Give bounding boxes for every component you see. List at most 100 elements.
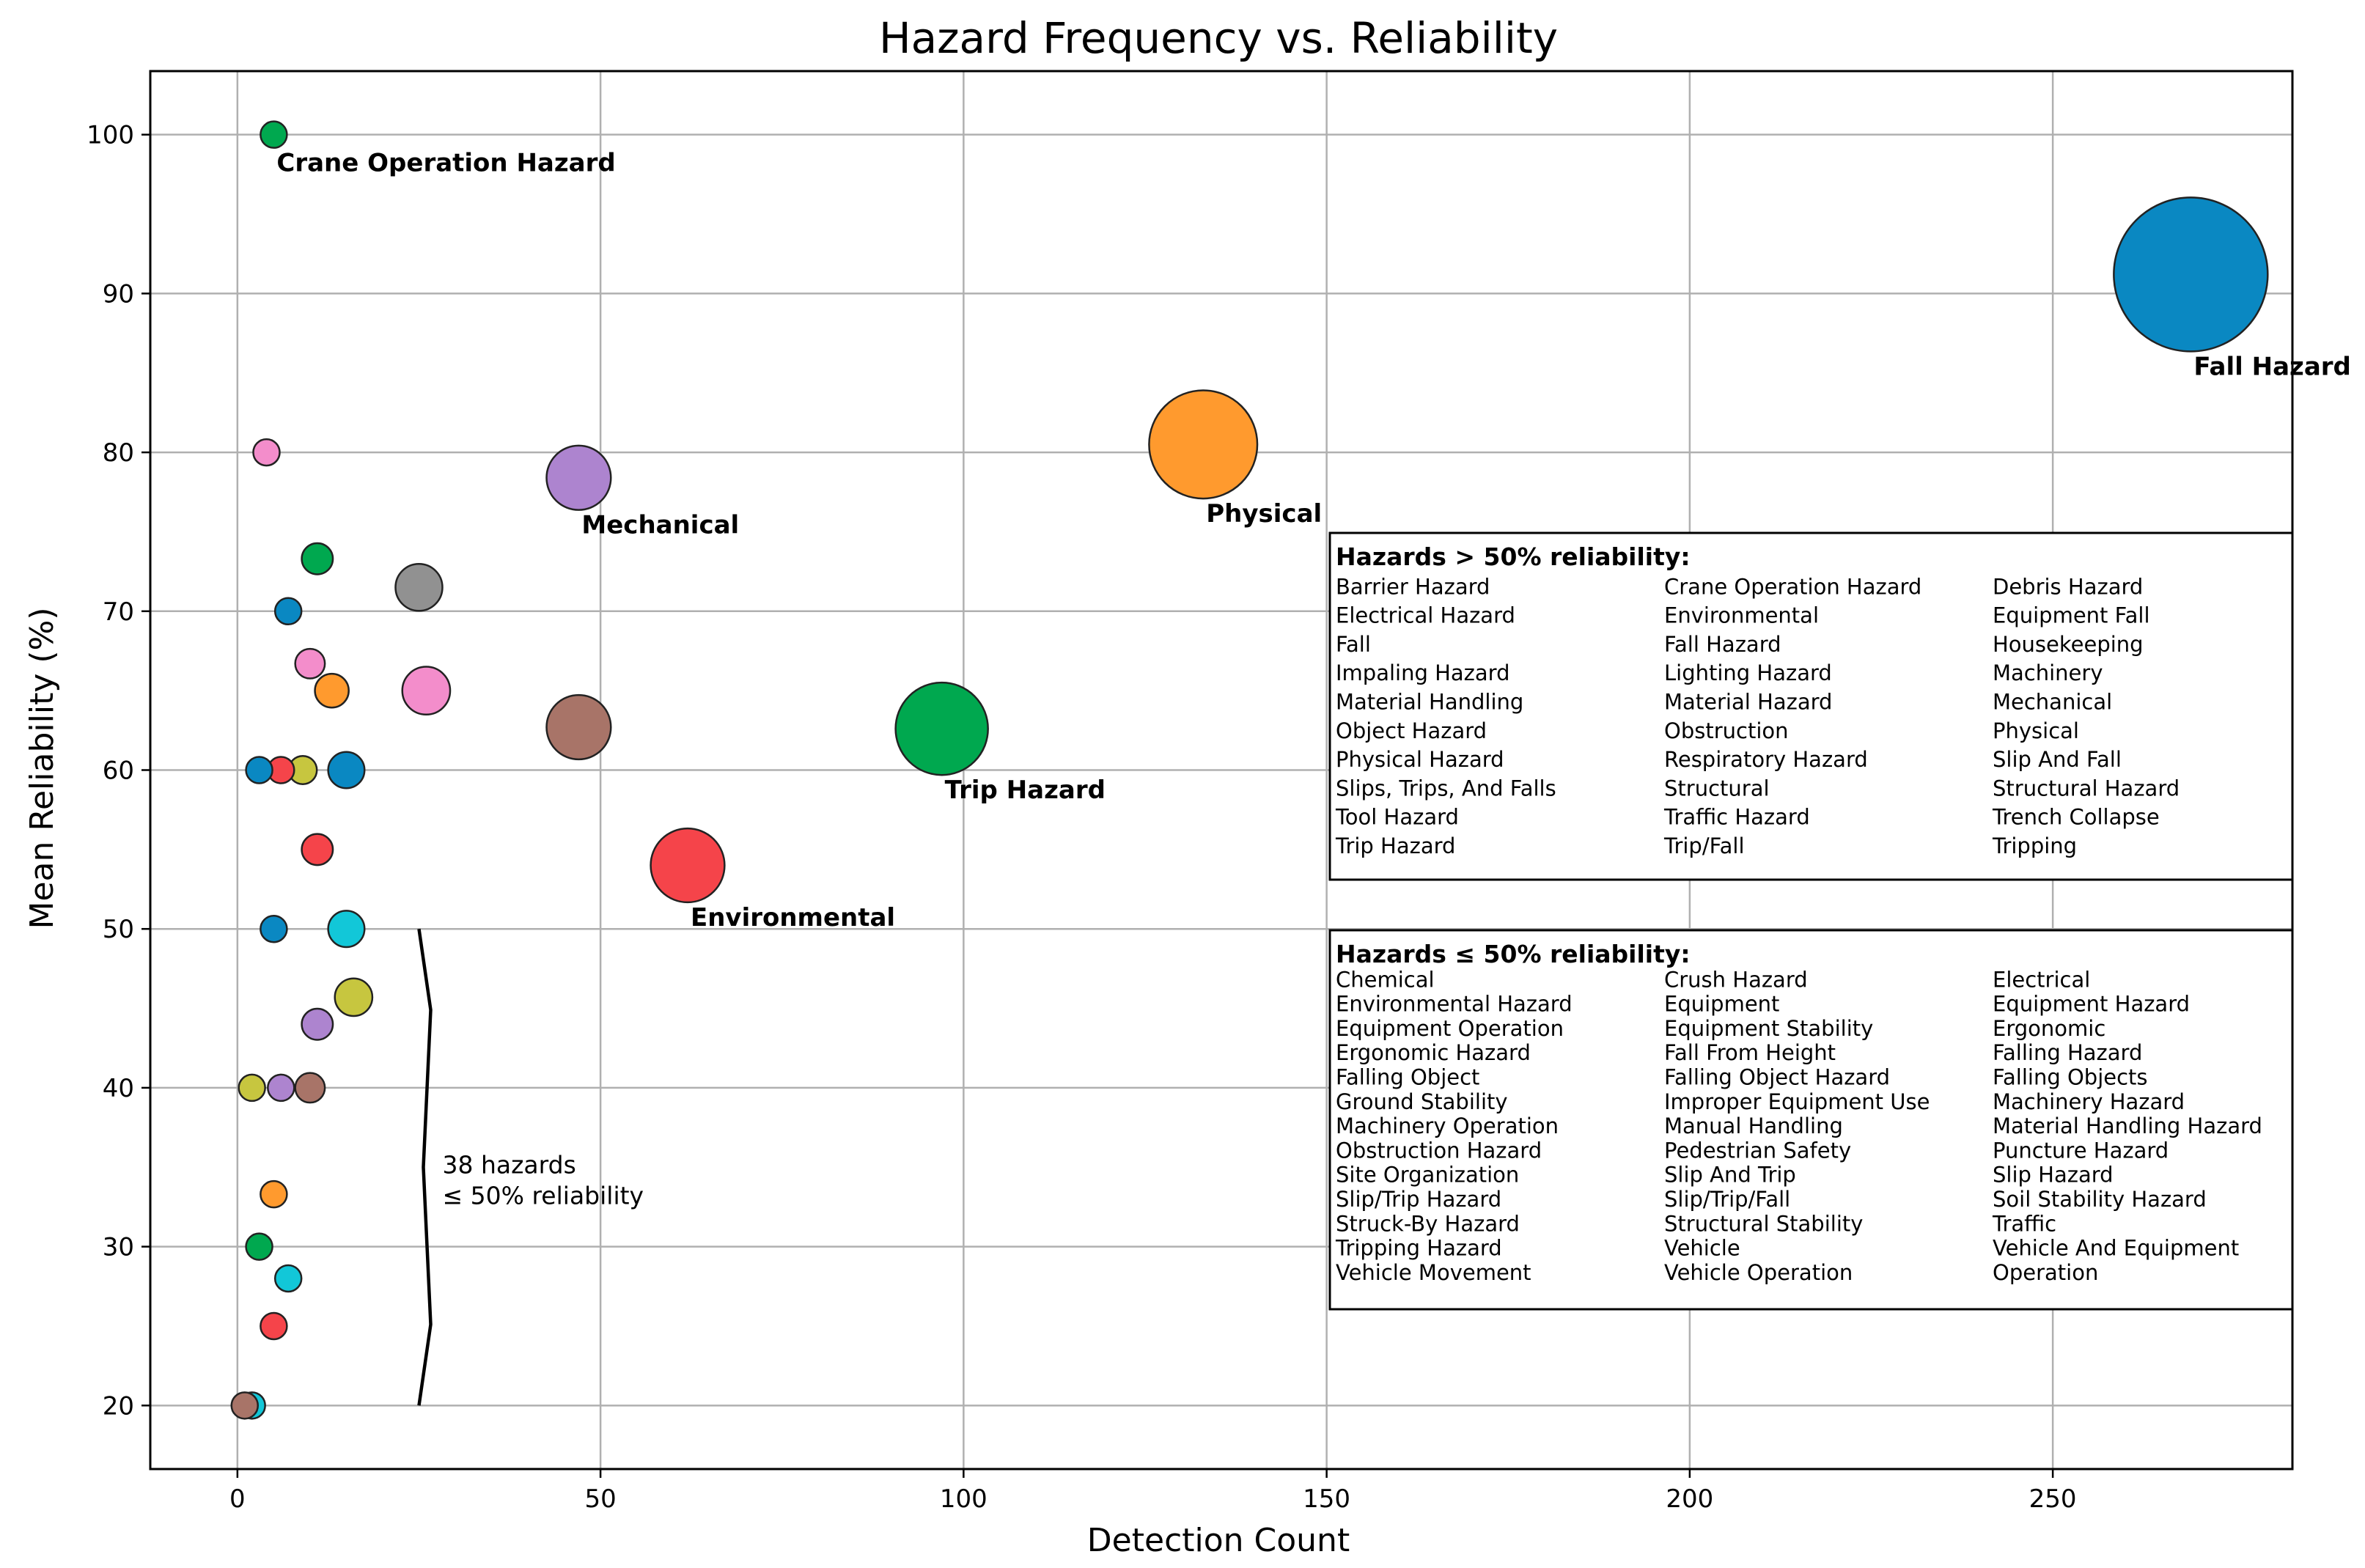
legend-item: Slip And Trip (1664, 1163, 1796, 1188)
legend-item: Puncture Hazard (1993, 1138, 2169, 1163)
y-tick-label: 50 (103, 915, 134, 944)
data-point (545, 444, 612, 511)
data-point (401, 666, 452, 716)
legend-item: Machinery Operation (1336, 1114, 1559, 1138)
legend-item: Vehicle (1664, 1236, 1740, 1261)
legend-item: Structural Hazard (1993, 776, 2180, 800)
legend-item: Equipment Fall (1993, 603, 2150, 628)
legend-item: Housekeeping (1993, 632, 2144, 657)
legend-item: Slip And Fall (1993, 747, 2122, 772)
data-point (301, 833, 334, 866)
data-point (273, 1264, 303, 1293)
x-tick-label: 150 (1303, 1484, 1350, 1514)
y-tick-label: 20 (103, 1391, 134, 1421)
y-tick-label: 40 (103, 1074, 134, 1103)
legend-item: Falling Object (1336, 1065, 1479, 1090)
data-point (301, 1007, 334, 1041)
brace-label: 38 hazards (442, 1150, 575, 1179)
x-tick-label: 200 (1666, 1484, 1713, 1514)
data-point (245, 1232, 273, 1261)
high_box-box-title: Hazards > 50% reliability: (1336, 542, 1691, 571)
legend-item: Electrical (1993, 967, 2090, 992)
data-point (273, 597, 303, 626)
legend-item: Equipment Hazard (1993, 992, 2190, 1017)
legend-item: Ergonomic (1993, 1016, 2105, 1041)
legend-item: Ground Stability (1336, 1089, 1508, 1114)
data-point (2113, 196, 2269, 353)
low_box-box-frame (1328, 929, 2294, 1311)
point-annotation: Trip Hazard (945, 776, 1106, 805)
brace-label: ≤ 50% reliability (442, 1181, 644, 1210)
data-point (894, 681, 989, 776)
legend-item: Structural (1664, 776, 1770, 800)
legend-item: Equipment Operation (1336, 1016, 1564, 1041)
legend-item: Structural Stability (1664, 1211, 1863, 1236)
low_box-box-title: Hazards ≤ 50% reliability: (1336, 940, 1691, 968)
data-point (334, 977, 374, 1017)
legend-item: Electrical Hazard (1336, 603, 1515, 628)
data-point (545, 693, 612, 761)
legend-item: Respiratory Hazard (1664, 747, 1868, 772)
legend-item: Machinery Hazard (1993, 1089, 2185, 1114)
data-point (327, 751, 366, 789)
data-point (301, 542, 334, 575)
legend-item: Material Hazard (1664, 690, 1832, 715)
data-point (294, 1072, 326, 1104)
data-point (260, 1311, 288, 1341)
data-points (230, 120, 2269, 1420)
legend-item: Traffic Hazard (1663, 805, 1810, 830)
data-point (650, 827, 726, 904)
legend-item: Traffic (1992, 1211, 2056, 1236)
legend-item: Fall Hazard (1664, 632, 1781, 657)
legend-item: Struck-By Hazard (1336, 1211, 1520, 1236)
legend-item: Pedestrian Safety (1664, 1138, 1851, 1163)
legend-item: Falling Object Hazard (1664, 1065, 1890, 1090)
legend-item: Machinery (1993, 660, 2103, 685)
point-annotations: Fall Hazard Physical Trip Hazard Environmen… (276, 149, 2351, 932)
high_box-box-frame (1328, 531, 2294, 881)
legend-item: Mechanical (1993, 690, 2112, 715)
point-annotation: Crane Operation Hazard (276, 149, 615, 178)
legend-item: Barrier Hazard (1336, 574, 1490, 599)
data-point (327, 910, 366, 949)
data-point (260, 914, 288, 943)
legend-item: Vehicle Movement (1336, 1260, 1531, 1285)
legend-item: Falling Hazard (1993, 1040, 2142, 1065)
legend-item: Environmental Hazard (1336, 992, 1573, 1017)
legend-item: Vehicle And Equipment (1993, 1236, 2239, 1261)
legend-item: Chemical (1336, 967, 1435, 992)
legend-item: Object Hazard (1336, 718, 1487, 743)
legend-item: Vehicle Operation (1664, 1260, 1853, 1285)
legend-item: Slips, Trips, And Falls (1336, 776, 1556, 800)
legend-item: Crane Operation Hazard (1664, 574, 1921, 599)
point-annotation: Physical (1206, 499, 1322, 529)
data-point (252, 438, 281, 467)
data-point (260, 1179, 288, 1209)
data-point (230, 1391, 260, 1420)
legend-item: Tool Hazard (1335, 805, 1459, 830)
data-point (245, 756, 273, 784)
legend-item: Soil Stability Hazard (1993, 1187, 2207, 1212)
legend-item: Fall (1336, 632, 1371, 657)
chart-title: Hazard Frequency vs. Reliability (879, 13, 1558, 63)
legend-item: Improper Equipment Use (1664, 1089, 1930, 1114)
legend-item: Equipment Stability (1664, 1016, 1873, 1041)
legend-item: Trip/Fall (1663, 833, 1745, 858)
legend-item: Trench Collapse (1992, 805, 2160, 830)
legend-item: Slip/Trip Hazard (1336, 1187, 1501, 1212)
legend-item: Physical Hazard (1336, 747, 1504, 772)
data-point (267, 1073, 295, 1103)
legend-item: Environmental (1664, 603, 1819, 628)
legend-item: Obstruction Hazard (1336, 1138, 1542, 1163)
point-annotation: Mechanical (581, 511, 739, 540)
legend-item: Material Handling Hazard (1993, 1114, 2262, 1138)
x-tick-label: 50 (584, 1484, 616, 1514)
legend-item: Tripping (1992, 833, 2077, 858)
data-point (1148, 389, 1259, 500)
x-tick-label: 100 (940, 1484, 987, 1514)
y-tick-label: 30 (103, 1233, 134, 1262)
legend-item: Equipment (1664, 992, 1779, 1017)
legend-item: Ergonomic Hazard (1336, 1040, 1531, 1065)
y-tick-label: 80 (103, 438, 134, 468)
low-reliability-brace: 38 hazards≤ 50% reliability (417, 928, 644, 1406)
